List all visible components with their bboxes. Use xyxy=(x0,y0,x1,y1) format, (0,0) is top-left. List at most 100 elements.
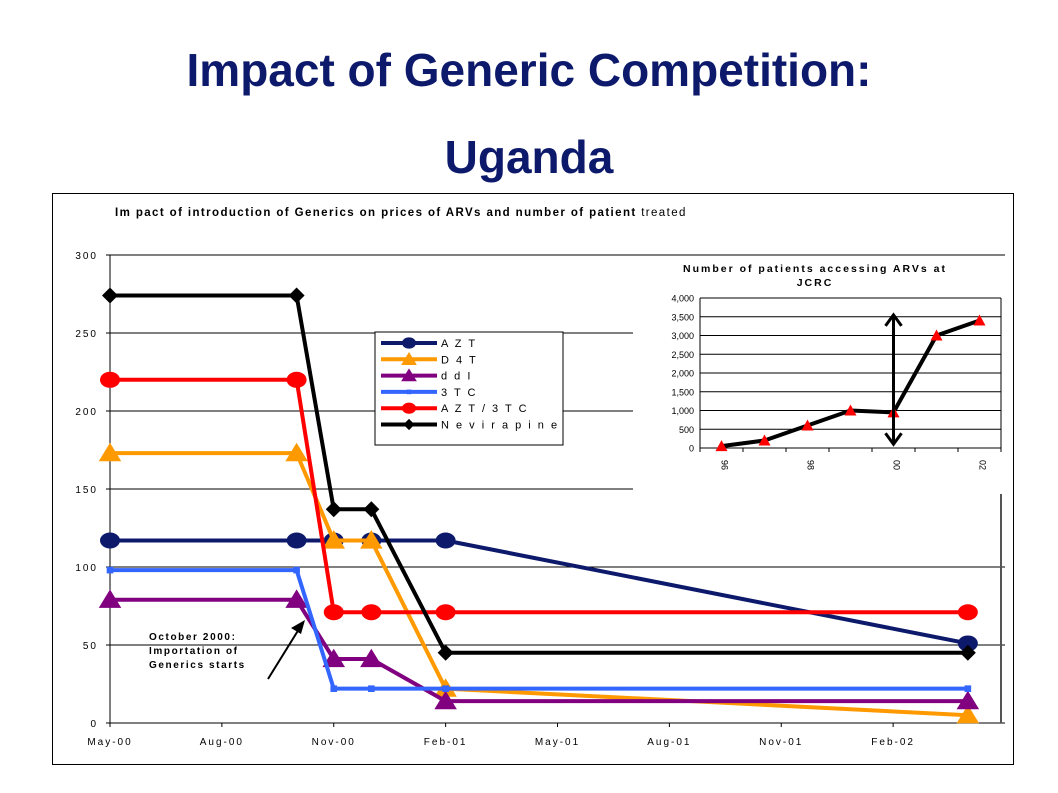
inset-arrow-head-down xyxy=(884,432,903,447)
series-line-azt xyxy=(110,538,969,646)
legend-item-nevirapine: N e v i r a p i n e xyxy=(381,418,559,432)
legend-label: 3 T C xyxy=(441,387,478,399)
y-tick-label-100: 100 xyxy=(75,563,98,574)
inset-title-line-0: Number of patients accessing ARVs at xyxy=(683,263,947,275)
inset-y-tick-label-2000: 2,000 xyxy=(671,369,694,379)
y-tick-label-200: 200 xyxy=(75,407,98,418)
series-line-3tc xyxy=(110,568,968,691)
series-azt-3tc xyxy=(100,371,978,621)
legend-swatch-marker xyxy=(402,337,416,349)
point-nevirapine-5 xyxy=(959,644,976,661)
slide-title-line-2: Uganda xyxy=(444,131,614,183)
point-azt-3tc-1 xyxy=(286,371,307,388)
series-line-azt-3tc xyxy=(110,377,968,615)
point-azt-3tc-2 xyxy=(323,604,344,621)
point-d4t-1 xyxy=(285,442,308,462)
inset-arrow-head-up xyxy=(884,312,903,327)
inset-x-tick-label-98: 98 xyxy=(806,460,816,470)
point-nevirapine-1 xyxy=(288,287,305,304)
point-azt-3tc-0 xyxy=(100,371,120,388)
point-d4t-0 xyxy=(98,442,122,462)
point-nevirapine-4 xyxy=(437,644,454,661)
point-3tc-5 xyxy=(964,685,972,692)
annotation-arrow-head xyxy=(291,620,305,634)
legend-item-azt-3tc: A Z T / 3 T C xyxy=(381,402,529,415)
point-azt-3tc-4 xyxy=(435,604,456,621)
x-tick-label-feb-01: Feb-01 xyxy=(424,737,468,748)
series-line-ddi xyxy=(110,597,968,704)
legend-label: d d I xyxy=(441,371,472,383)
inset-x-tick-label-96: 96 xyxy=(720,460,730,470)
inset-point-02 xyxy=(973,314,986,326)
x-tick-label-may-00: May-00 xyxy=(87,737,132,748)
inset-x-tick-label-00: 00 xyxy=(892,460,902,470)
series-nevirapine xyxy=(102,287,976,661)
chart-title: Im pact of introduction of Generics on p… xyxy=(115,207,687,219)
y-tick-label-150: 150 xyxy=(75,485,98,496)
patients-inset-chart: Number of patients accessing ARVs at JCRC… xyxy=(633,256,1009,494)
point-azt-0 xyxy=(100,532,120,549)
series-3tc xyxy=(106,566,972,692)
inset-point-01 xyxy=(930,329,943,341)
point-azt-4 xyxy=(435,532,456,549)
legend-label: A Z T / 3 T C xyxy=(441,403,529,415)
point-nevirapine-3 xyxy=(363,501,380,518)
chart-legend: A Z T D 4 T d d I 3 T C A Z T / 3 T C N e v i… xyxy=(374,331,564,446)
legend-label: N e v i r a p i n e xyxy=(441,420,559,432)
inset-point-98 xyxy=(801,419,814,431)
y-tick-label-300: 300 xyxy=(75,251,98,262)
point-d4t-5 xyxy=(956,704,980,724)
legend-item-ddi: d d I xyxy=(381,368,472,383)
inset-y-tick-label-1000: 1,000 xyxy=(671,406,694,416)
price-series xyxy=(98,287,980,724)
legend-swatch-marker xyxy=(403,418,415,431)
point-3tc-2 xyxy=(330,685,338,692)
point-3tc-4 xyxy=(442,685,449,692)
inset-y-tick-label-500: 500 xyxy=(679,425,694,435)
x-tick-label-aug-01: Aug-01 xyxy=(647,737,691,748)
point-ddi-1 xyxy=(285,589,308,608)
point-3tc-3 xyxy=(368,685,375,692)
inset-y-tick-label-3500: 3,500 xyxy=(671,312,694,322)
x-tick-label-aug-00: Aug-00 xyxy=(200,737,244,748)
inset-y-tick-label-2500: 2,500 xyxy=(671,350,694,360)
y-tick-label-250: 250 xyxy=(75,329,98,340)
inset-point-96 xyxy=(715,440,728,452)
point-azt-5 xyxy=(957,635,978,652)
point-ddi-5 xyxy=(956,690,980,710)
inset-point-97 xyxy=(758,434,771,446)
point-nevirapine-2 xyxy=(325,501,342,518)
legend-item-azt: A Z T xyxy=(381,337,475,350)
legend-swatch-marker xyxy=(402,402,416,414)
inset-y-tick-label-3000: 3,000 xyxy=(671,331,694,341)
chart-title-rest: treated xyxy=(637,207,687,219)
legend-label: D 4 T xyxy=(441,354,478,366)
series-ddi xyxy=(98,589,980,710)
annotation-arrow-line xyxy=(267,628,300,680)
legend-swatch-marker xyxy=(401,352,417,365)
x-tick-label-feb-02: Feb-02 xyxy=(871,737,915,748)
chart-frame: Im pact of introduction of Generics on p… xyxy=(52,193,1014,765)
point-3tc-0 xyxy=(106,566,114,574)
price-axes: 0 50 100 150 200 250 300 May-00 Aug-00 Nov-00 Feb-… xyxy=(75,251,1005,748)
series-line-d4t xyxy=(110,451,968,718)
x-tick-label-nov-00: Nov-00 xyxy=(312,737,356,748)
inset-title-line-1: JCRC xyxy=(797,277,834,289)
point-ddi-4 xyxy=(434,690,457,710)
price-chart-svg: Im pact of introduction of Generics on p… xyxy=(75,207,1009,748)
point-ddi-0 xyxy=(98,589,122,608)
point-ddi-2 xyxy=(322,648,345,668)
point-azt-3tc-5 xyxy=(957,604,978,621)
point-nevirapine-0 xyxy=(102,287,118,304)
y-tick-label-0: 0 xyxy=(90,719,98,730)
inset-point-99 xyxy=(844,404,857,416)
series-line-nevirapine xyxy=(110,293,968,655)
inset-x-tick-label-02: 02 xyxy=(978,460,988,470)
legend-swatch-marker xyxy=(401,368,417,382)
point-3tc-1 xyxy=(293,566,300,574)
annotation-line-1: Importation of xyxy=(149,646,239,657)
y-tick-label-50: 50 xyxy=(83,641,98,652)
point-ddi-3 xyxy=(360,648,383,668)
point-azt-1 xyxy=(286,532,307,549)
point-azt-3tc-3 xyxy=(361,604,382,621)
